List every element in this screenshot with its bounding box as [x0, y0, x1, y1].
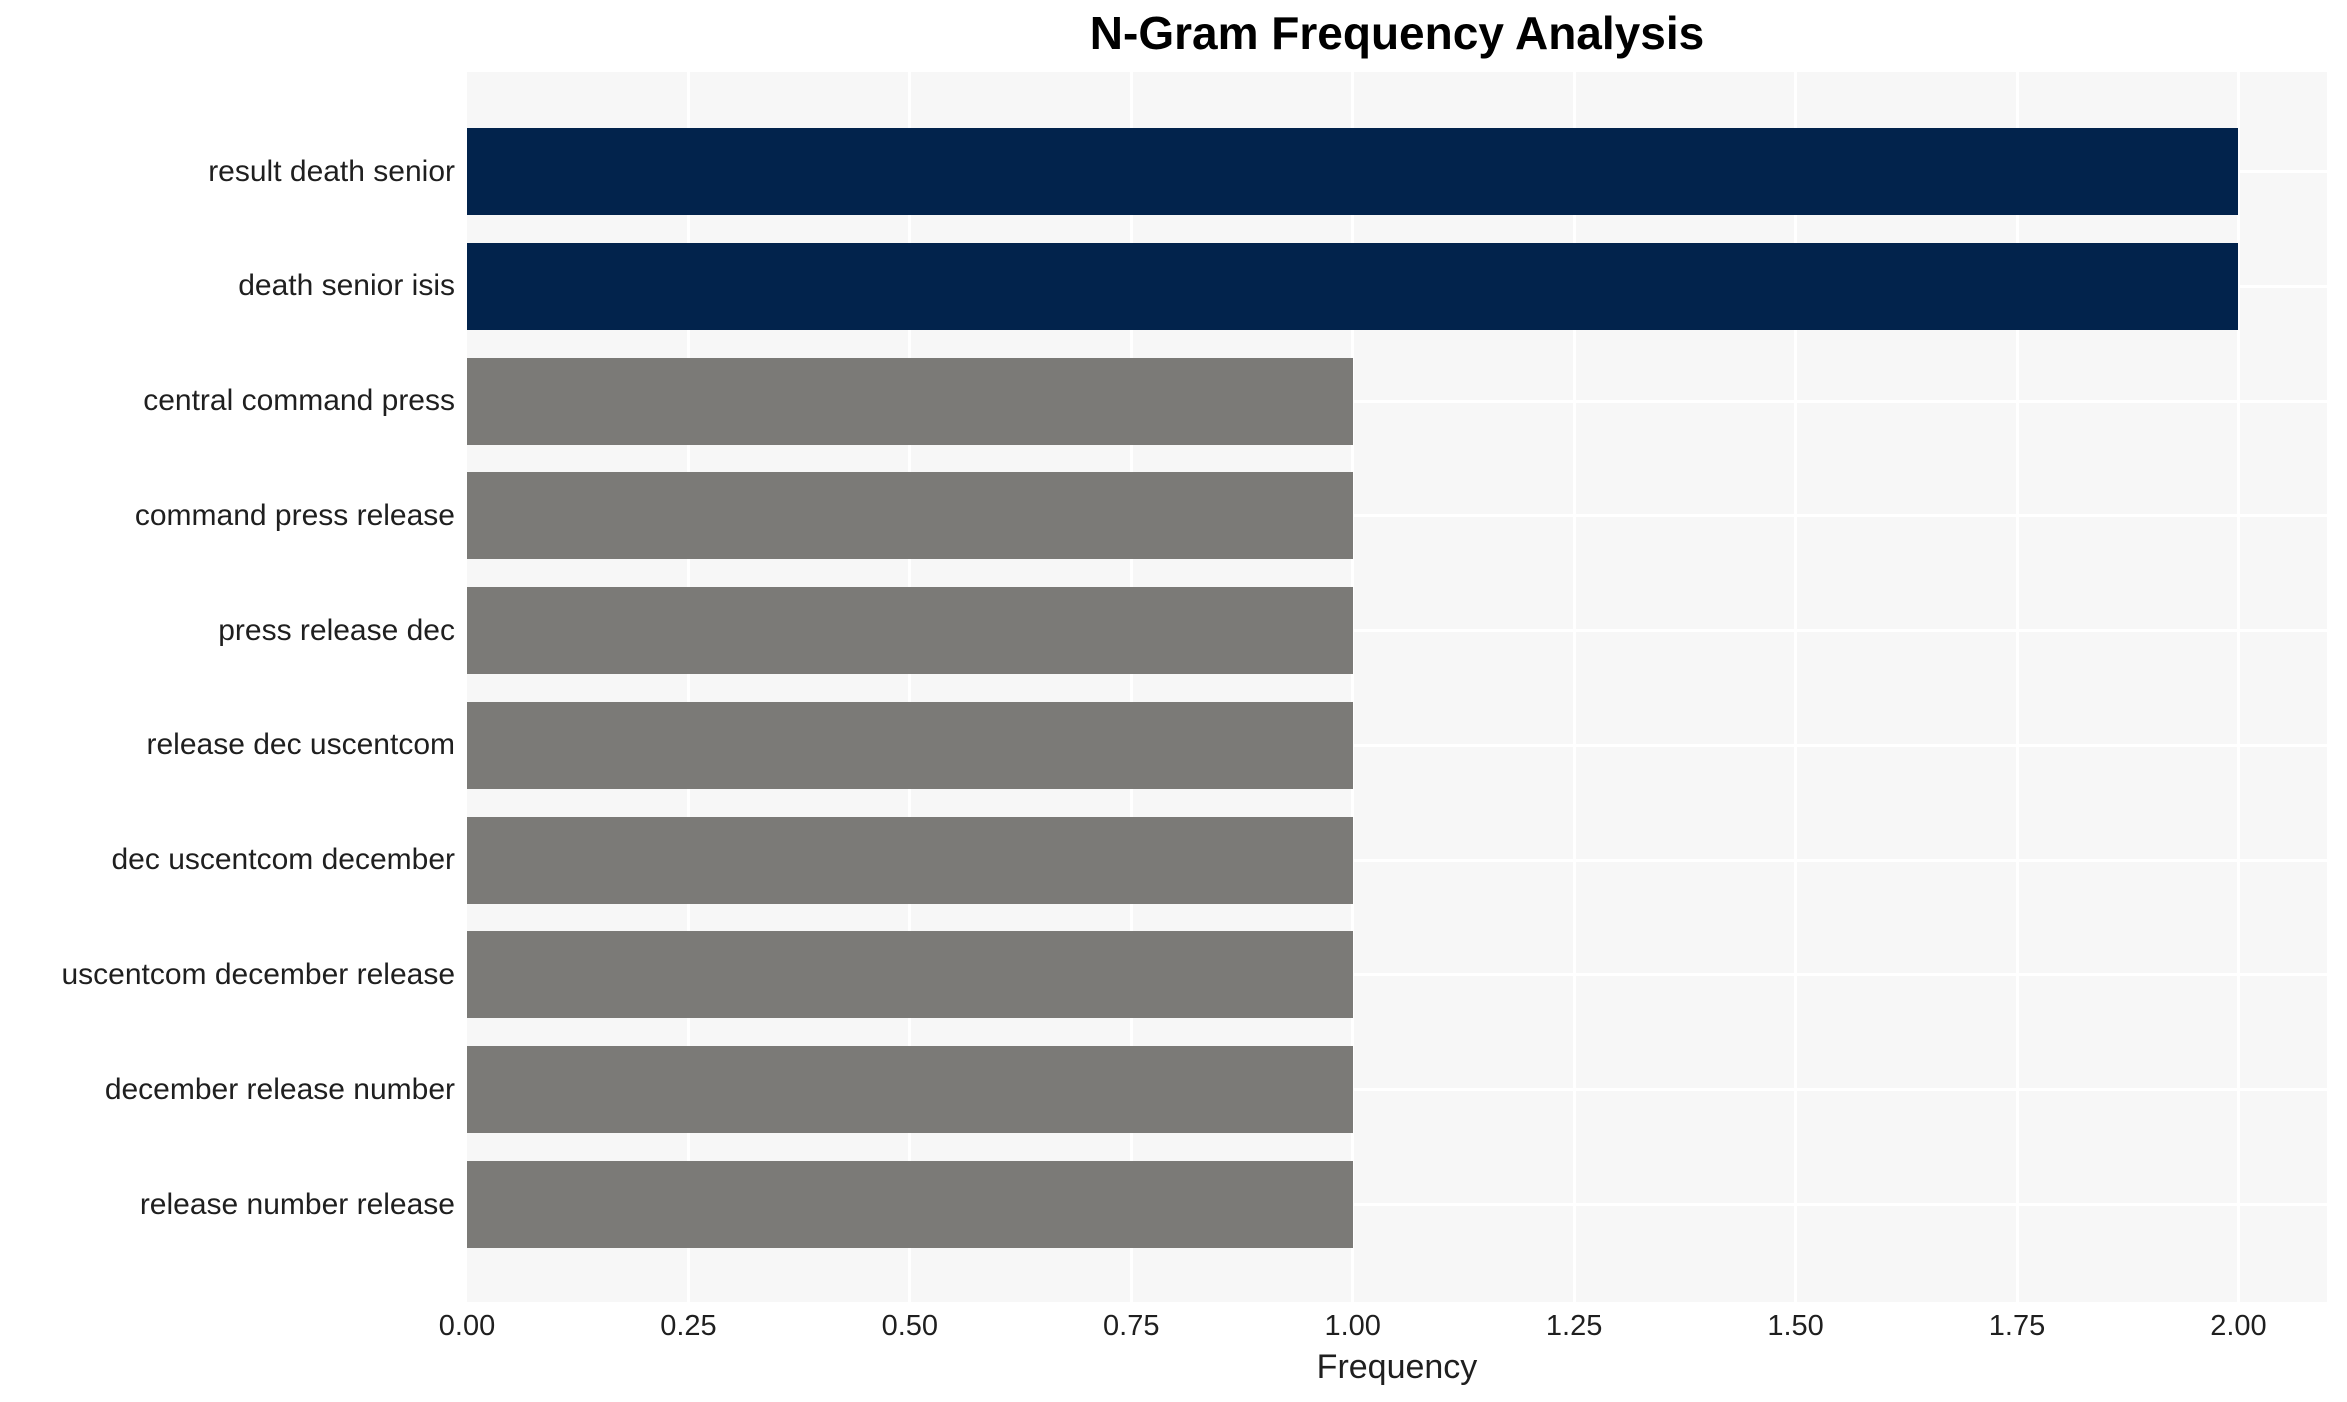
chart-title: N-Gram Frequency Analysis — [1089, 7, 1705, 59]
bar — [467, 816, 1353, 904]
gridline-horizontal — [467, 973, 2327, 977]
plot-area — [467, 72, 2327, 1302]
gridline-horizontal — [467, 629, 2327, 633]
y-axis-label: press release dec — [218, 613, 455, 647]
bar — [467, 587, 1353, 675]
gridline-vertical — [908, 72, 912, 1302]
y-axis-label: uscentcom december release — [61, 957, 455, 991]
gridline-horizontal — [467, 399, 2327, 403]
bar — [467, 1046, 1353, 1134]
bar — [467, 472, 1353, 560]
gridline-vertical — [1351, 72, 1355, 1302]
x-axis-tick-label: 1.50 — [1767, 1310, 1824, 1342]
x-axis-tick-label: 0.75 — [1103, 1310, 1160, 1342]
x-axis-tick-label: 2.00 — [2210, 1310, 2267, 1342]
gridline-horizontal — [467, 1203, 2327, 1207]
gridline-vertical — [1572, 72, 1576, 1302]
bar — [467, 701, 1353, 789]
bar — [467, 128, 2239, 215]
x-axis-tick-label: 1.00 — [1324, 1310, 1381, 1342]
y-axis-label: central command press — [143, 384, 455, 418]
gridline-vertical — [1794, 72, 1798, 1302]
x-axis-tick-label: 0.50 — [881, 1310, 939, 1342]
gridline-vertical — [1129, 72, 1133, 1302]
bar — [467, 242, 2239, 330]
bar — [467, 931, 1353, 1019]
gridline-horizontal — [467, 1088, 2327, 1092]
x-axis-tick-label: 0.00 — [438, 1310, 496, 1342]
gridline-horizontal — [467, 858, 2327, 862]
gridline-vertical — [2236, 72, 2240, 1302]
x-axis-tick-label: 1.75 — [1988, 1310, 2046, 1342]
y-axis-label: command press release — [134, 498, 455, 532]
gridline-vertical — [686, 72, 690, 1302]
y-axis-label: release number release — [139, 1187, 455, 1221]
x-axis-title: Frequency — [1316, 1348, 1478, 1386]
y-axis-label: december release number — [104, 1072, 455, 1106]
bar — [467, 1161, 1353, 1249]
y-axis-label: result death senior — [208, 154, 455, 188]
gridline-horizontal — [467, 514, 2327, 518]
bar — [467, 357, 1353, 445]
x-axis-tick-label: 0.25 — [660, 1310, 717, 1342]
x-axis-tick-label: 1.25 — [1545, 1310, 1603, 1342]
y-axis-label: death senior isis — [238, 269, 455, 303]
y-axis-label: dec uscentcom december — [111, 843, 455, 877]
gridline-horizontal — [467, 743, 2327, 747]
gridline-vertical — [2015, 72, 2019, 1302]
y-axis-label: release dec uscentcom — [146, 728, 456, 762]
